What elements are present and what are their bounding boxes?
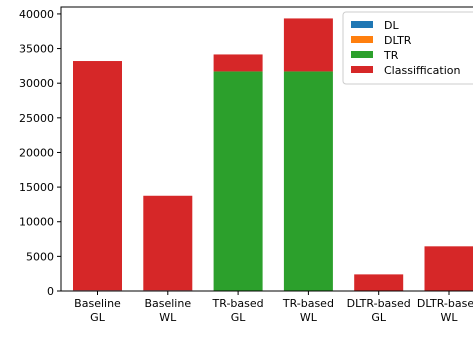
bar-classiffication-0 bbox=[73, 61, 122, 291]
legend-swatch-classiffication bbox=[351, 66, 373, 73]
legend: DL DLTR TR Classiffication bbox=[342, 11, 473, 85]
y-tick-label: 30000 bbox=[19, 77, 54, 90]
x-tick-label: TR-based WL bbox=[282, 297, 334, 324]
legend-swatch-dltr bbox=[351, 36, 373, 43]
bar-classiffication-3 bbox=[283, 18, 333, 72]
bar-classiffication-4 bbox=[354, 274, 404, 291]
x-tick-label: DLTR-based GL bbox=[347, 297, 411, 324]
legend-label-tr: TR bbox=[383, 49, 399, 62]
y-tick-label: 20000 bbox=[19, 146, 54, 159]
bar-classiffication-1 bbox=[143, 195, 193, 291]
legend-box bbox=[342, 11, 473, 85]
axes-group: 0 5000 10000 15000 20000 25000 30000 35000 40000… bbox=[19, 6, 473, 324]
bars-group bbox=[73, 18, 473, 291]
plot-frame bbox=[60, 6, 473, 292]
bar-tr-2 bbox=[213, 71, 263, 291]
bar-classiffication-2 bbox=[213, 54, 263, 72]
legend-label-dltr: DLTR bbox=[384, 34, 412, 47]
legend-swatch-tr bbox=[351, 51, 373, 58]
bar-tr-3 bbox=[283, 71, 333, 291]
y-tick-label: 25000 bbox=[19, 112, 54, 125]
y-tick-label: 40000 bbox=[19, 8, 54, 21]
x-tick-label: TR-based GL bbox=[212, 297, 264, 324]
x-tick-label: Baseline GL bbox=[74, 297, 121, 324]
legend-label-dl: DL bbox=[384, 19, 399, 32]
y-tick-label: 5000 bbox=[26, 250, 54, 263]
legend-swatch-dl bbox=[351, 21, 373, 28]
y-tick-label: 0 bbox=[47, 285, 54, 298]
y-tick-label: 15000 bbox=[19, 181, 54, 194]
y-tick-label: 10000 bbox=[19, 216, 54, 229]
x-tick-label: Baseline WL bbox=[144, 297, 191, 324]
bar-classiffication-5 bbox=[424, 246, 473, 291]
y-tick-label: 35000 bbox=[19, 43, 54, 56]
legend-label-classiffication: Classiffication bbox=[384, 64, 461, 77]
